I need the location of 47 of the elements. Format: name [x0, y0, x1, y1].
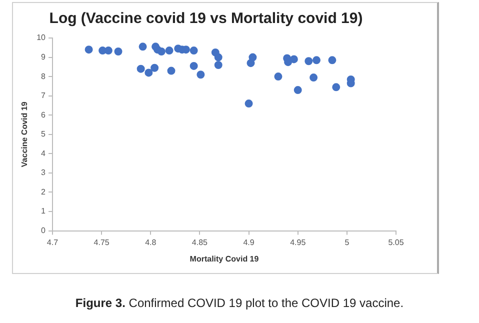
x-tick-label: 5.05 — [388, 238, 404, 247]
point — [332, 83, 340, 92]
x-axis-title: Mortality Covid 19 — [190, 254, 260, 264]
point — [136, 64, 145, 73]
y-tick-label: 9 — [41, 52, 46, 62]
y-tick-label: 4 — [41, 148, 46, 158]
point — [328, 56, 336, 64]
point — [214, 53, 222, 62]
point — [144, 68, 153, 77]
caption: Figure 3. Confirmed COVID 19 plot to the COVID 19 vaccine. — [74, 296, 405, 310]
point — [196, 70, 205, 79]
point — [138, 42, 147, 51]
y-tick-label: 5 — [41, 130, 46, 139]
point — [165, 46, 174, 55]
y-tick-label: 3 — [41, 168, 46, 178]
point — [214, 60, 222, 69]
y-tick-label: 1 — [41, 206, 46, 216]
chart-title: Log (Vaccine covid 19 vs Mortality covid 19) — [49, 10, 363, 28]
point — [310, 74, 318, 82]
point — [157, 47, 166, 56]
y-tick-label: 10 — [36, 33, 46, 42]
point — [290, 55, 298, 64]
x-tick-label: 4.8 — [145, 238, 157, 247]
y-axis-title: Vaccine Covid 19 — [20, 101, 30, 168]
x-tick-label: 4.95 — [290, 238, 306, 247]
point — [167, 66, 176, 75]
x-tick-label: 4.7 — [46, 238, 59, 247]
point — [244, 100, 253, 108]
y-tick-label: 0 — [41, 226, 46, 236]
point — [304, 57, 313, 66]
y-tick-label: 2 — [41, 187, 46, 196]
y-tick-label: 6 — [41, 110, 46, 120]
point — [190, 62, 198, 70]
point — [312, 56, 321, 64]
x-tick-label: 4.75 — [94, 238, 110, 247]
y-tick-label: 7 — [41, 91, 46, 100]
point — [274, 72, 282, 81]
x-tick-label: 4.85 — [192, 238, 208, 247]
point — [114, 47, 122, 56]
point — [150, 64, 159, 72]
point — [190, 46, 198, 55]
point — [246, 59, 255, 68]
x-tick-label: 5 — [344, 238, 350, 247]
y-tick-label: 8 — [41, 72, 46, 81]
x-tick-label: 4.9 — [243, 238, 255, 247]
point — [84, 46, 93, 54]
point — [294, 86, 302, 94]
